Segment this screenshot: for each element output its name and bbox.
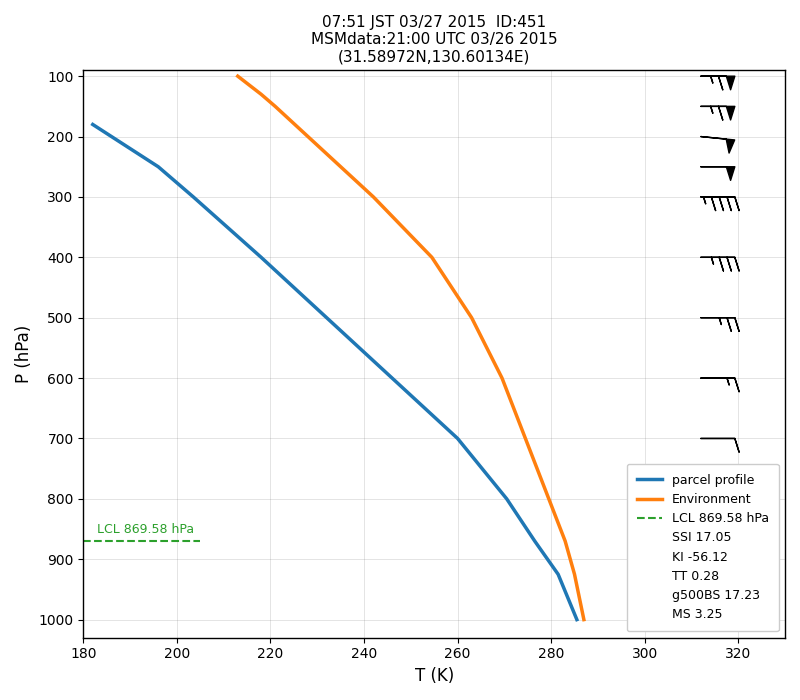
- parcel profile: [453, 434, 462, 442]
- Environment: [256, 90, 266, 99]
- Environment: [560, 537, 570, 545]
- Title: 07:51 JST 03/27 2015  ID:451
MSMdata:21:00 UTC 03/26 2015
(31.58972N,130.60134E): 07:51 JST 03/27 2015 ID:451 MSMdata:21:0…: [311, 15, 558, 65]
- parcel profile: [154, 162, 163, 171]
- parcel profile: [322, 314, 331, 322]
- parcel profile: [502, 495, 511, 503]
- parcel profile: [256, 253, 266, 262]
- Text: LCL 869.58 hPa: LCL 869.58 hPa: [98, 523, 194, 536]
- parcel profile: [189, 193, 198, 201]
- Line: Environment: Environment: [238, 76, 584, 620]
- parcel profile: [387, 374, 397, 382]
- Y-axis label: P (hPa): P (hPa): [15, 325, 33, 383]
- Environment: [521, 434, 530, 442]
- parcel profile: [572, 615, 582, 624]
- parcel profile: [530, 537, 539, 545]
- Environment: [336, 162, 346, 171]
- X-axis label: T (K): T (K): [414, 667, 454, 685]
- Environment: [286, 118, 296, 126]
- Environment: [467, 314, 477, 322]
- Legend: parcel profile, Environment, LCL 869.58 hPa, SSI 17.05, KI -56.12, TT 0.28, g500: parcel profile, Environment, LCL 869.58 …: [626, 463, 778, 631]
- parcel profile: [88, 120, 98, 129]
- Environment: [498, 374, 507, 382]
- Environment: [544, 495, 554, 503]
- Environment: [570, 570, 579, 578]
- Environment: [579, 615, 589, 624]
- Environment: [270, 102, 280, 111]
- Environment: [369, 193, 378, 201]
- Environment: [427, 253, 437, 262]
- parcel profile: [554, 570, 563, 578]
- Environment: [303, 132, 313, 141]
- Environment: [233, 72, 242, 80]
- Line: parcel profile: parcel profile: [93, 125, 577, 620]
